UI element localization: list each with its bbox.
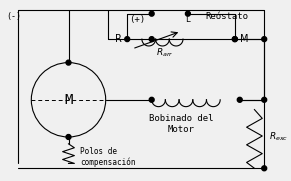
Text: (-): (-) [6,12,21,21]
Circle shape [149,97,154,102]
Circle shape [185,11,190,16]
Circle shape [149,11,154,16]
Circle shape [233,37,237,42]
Circle shape [262,166,267,171]
Circle shape [66,134,71,139]
Text: Bobinado del
Motor: Bobinado del Motor [149,114,213,134]
Circle shape [262,37,267,42]
Circle shape [233,37,237,42]
Text: L: L [186,15,190,24]
Text: $R_{exc}$: $R_{exc}$ [269,131,288,143]
Text: M: M [240,34,248,44]
Text: R: R [116,34,122,44]
Text: Reóstato: Reóstato [205,12,249,21]
Text: (+): (+) [129,15,145,24]
Text: Polos de
compensación: Polos de compensación [80,147,136,167]
Circle shape [262,97,267,102]
Text: M: M [64,93,73,107]
Circle shape [125,37,130,42]
Text: $R_{arr}$: $R_{arr}$ [156,47,173,59]
Circle shape [149,37,154,42]
Circle shape [237,97,242,102]
Circle shape [66,60,71,65]
